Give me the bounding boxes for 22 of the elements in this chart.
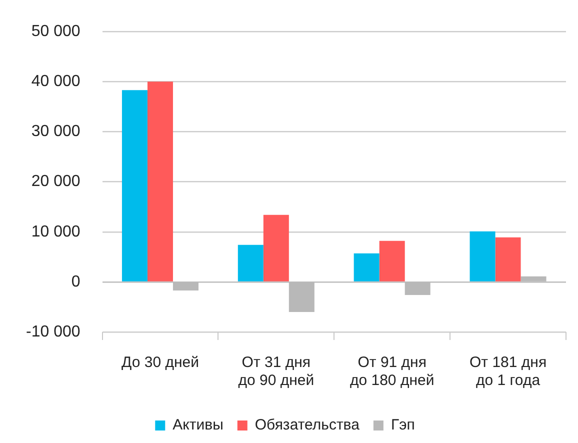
bar [147,82,173,282]
x-tick-label: От 91 дня до 180 дней [350,354,434,390]
legend-label: Обязательства [254,416,360,434]
bar [354,253,380,282]
y-tick-label: 30 000 [31,123,80,140]
x-tick-label: От 181 дня до 1 года [470,354,547,390]
bar [238,244,264,282]
y-tick-label: 10 000 [31,223,80,240]
bar [263,214,289,282]
legend-label: Гэп [390,416,415,434]
y-tick-label: 20 000 [31,173,80,190]
bar [470,231,496,282]
bar [122,90,148,282]
legend-label: Активы [172,416,224,434]
y-tick-label: 40 000 [31,73,80,90]
bar [495,237,521,282]
x-tick-label: От 31 дня до 90 дней [238,354,314,390]
x-tick-label: До 30 дней [122,354,199,372]
y-tick-label: -10 000 [26,323,80,340]
y-tick-label: 0 [71,273,80,290]
bar [379,240,405,282]
y-tick-label: 50 000 [31,23,80,40]
